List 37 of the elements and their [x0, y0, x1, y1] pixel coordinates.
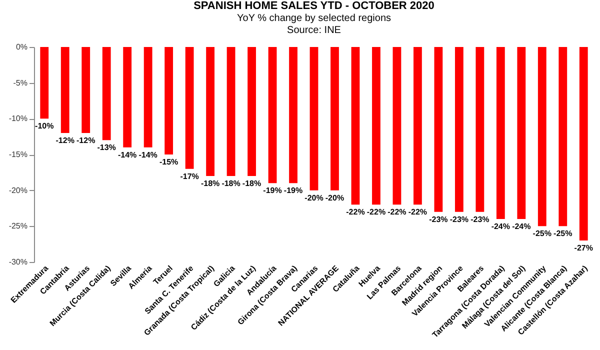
source-note: Source: INE: [287, 25, 342, 36]
data-label: -18%: [200, 179, 220, 188]
data-label: -22%: [346, 208, 365, 217]
y-tick-label: -10%: [8, 114, 28, 124]
data-label: -22%: [388, 208, 406, 217]
y-tick-label: -15%: [8, 150, 28, 159]
data-label: -13%: [97, 143, 116, 152]
data-label: -19%: [284, 186, 303, 196]
data-label: -25%: [554, 229, 572, 238]
y-tick-label: 0%: [16, 42, 28, 52]
y-tick-label: -30%: [8, 258, 28, 266]
y-tick-label: -5%: [13, 78, 28, 88]
data-label: -25%: [532, 229, 552, 238]
data-label: -22%: [366, 208, 386, 217]
data-label: -17%: [180, 172, 199, 181]
chart-title: SPANISH HOME SALES YTD - OCTOBER 2020: [194, 0, 434, 12]
data-label: -23%: [429, 214, 448, 224]
data-label: -18%: [222, 179, 240, 188]
data-label: -10%: [35, 122, 54, 131]
data-label: -20%: [304, 193, 324, 202]
data-label: -12%: [56, 136, 74, 145]
data-label: -14%: [138, 150, 158, 160]
y-tick-label: -20%: [8, 186, 28, 195]
data-label: -20%: [325, 193, 344, 202]
data-label: -18%: [242, 179, 262, 188]
data-label: -14%: [118, 150, 137, 160]
data-label: -12%: [76, 136, 96, 145]
data-label: -23%: [450, 214, 469, 224]
data-label: -24%: [512, 222, 531, 231]
data-label: -15%: [159, 158, 178, 166]
data-label: -24%: [491, 222, 510, 231]
data-label: -23%: [470, 214, 490, 224]
chart-subtitle: YoY % change by selected regions: [237, 13, 391, 24]
y-tick-label: -25%: [8, 222, 28, 231]
data-label: -19%: [263, 186, 282, 196]
data-label: -22%: [408, 208, 428, 217]
data-label: -27%: [574, 244, 593, 252]
